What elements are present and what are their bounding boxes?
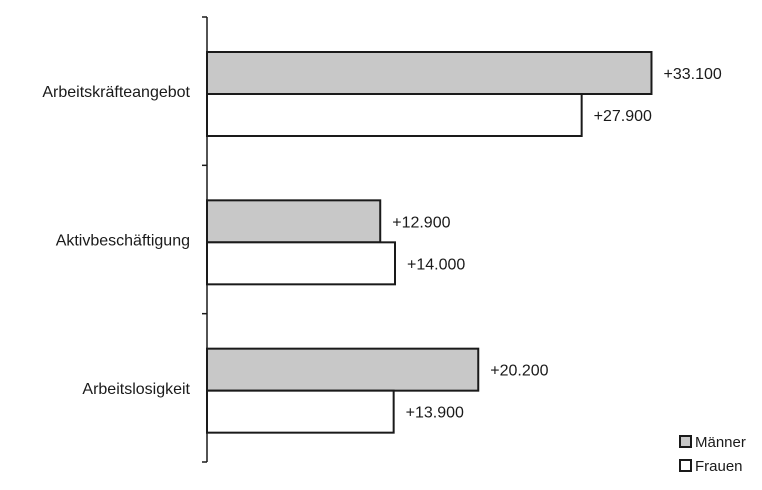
bar-maenner bbox=[206, 347, 480, 392]
data-label: +33.100 bbox=[663, 66, 721, 83]
category-label: Arbeitskräfteangebot bbox=[42, 84, 190, 101]
data-label: +14.000 bbox=[407, 256, 465, 273]
bar-maenner bbox=[206, 51, 653, 95]
bar-frauen bbox=[206, 241, 396, 286]
data-label: +13.900 bbox=[406, 405, 464, 422]
bar-frauen bbox=[206, 93, 583, 137]
labels-layer: Arbeitskräfteangebot +33.100 +27.900 Aktivb… bbox=[42, 66, 722, 422]
data-label: +12.900 bbox=[392, 214, 450, 231]
legend-swatch bbox=[679, 435, 692, 448]
legend-label: Frauen bbox=[695, 458, 743, 475]
category-label: Arbeitslosigkeit bbox=[82, 381, 190, 398]
bar-frauen bbox=[206, 389, 395, 434]
category-label: Aktivbeschäftigung bbox=[56, 233, 190, 250]
data-label: +20.200 bbox=[490, 363, 548, 380]
bars-layer bbox=[206, 51, 653, 434]
data-label: +27.900 bbox=[594, 108, 652, 125]
legend-label: Männer bbox=[695, 434, 746, 451]
legend-swatch bbox=[679, 459, 692, 472]
bar-maenner bbox=[206, 199, 382, 244]
legend: Männer Frauen bbox=[679, 434, 746, 475]
